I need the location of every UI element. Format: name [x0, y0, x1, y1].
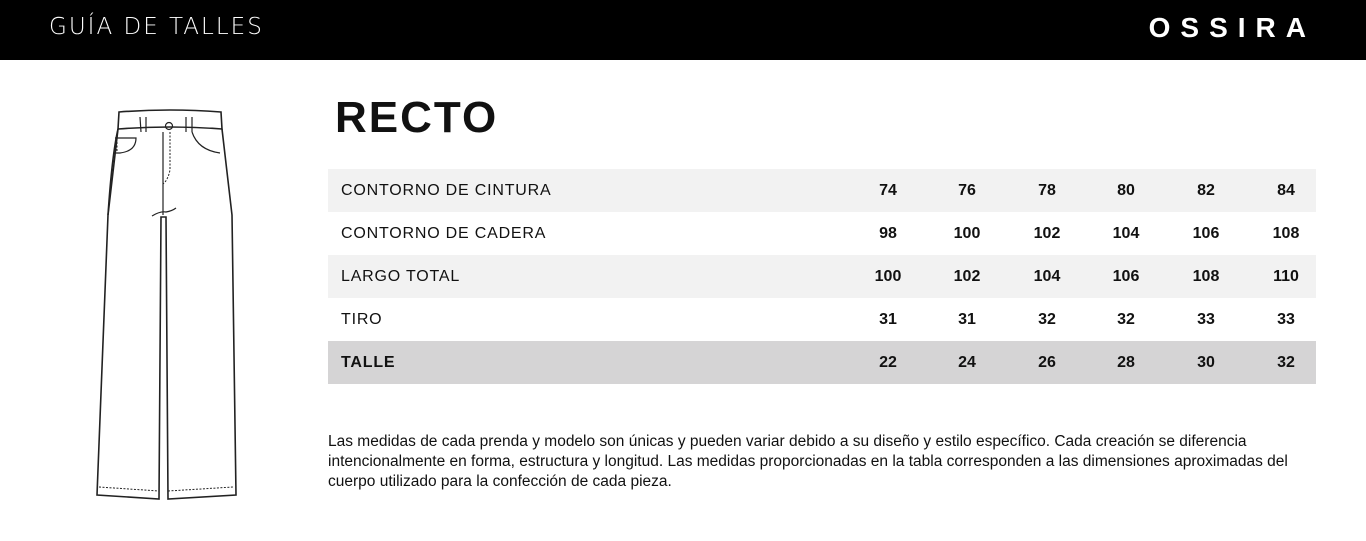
page-title: GUÍA DE TALLES: [49, 14, 264, 40]
table-cell: 104: [1033, 267, 1061, 285]
table-cell: 100: [874, 267, 902, 285]
table-cell: 110: [1273, 267, 1299, 285]
table-row: TALLE 22 24 26 28 30 32: [328, 341, 1316, 384]
table-row: LARGO TOTAL 100 102 104 106 108 110: [328, 255, 1316, 298]
table-cell: 98: [879, 224, 897, 242]
table-cell: 32: [1038, 310, 1056, 328]
table-row: TIRO 31 31 32 32 33 33: [328, 298, 1316, 341]
row-label: TIRO: [341, 310, 383, 328]
row-label: CONTORNO DE CADERA: [341, 224, 547, 242]
table-row: CONTORNO DE CINTURA 74 76 78 80 82 84: [328, 169, 1316, 212]
table-cell: 30: [1197, 353, 1215, 371]
table-cell: 22: [879, 353, 897, 371]
table-cell: 76: [958, 181, 976, 199]
table-cell: 106: [1112, 267, 1140, 285]
table-cell: 82: [1197, 181, 1215, 199]
table-cell: 33: [1277, 310, 1295, 328]
table-cell: 24: [958, 353, 976, 371]
table-cell: 100: [953, 224, 981, 242]
table-cell: 84: [1277, 181, 1295, 199]
table-cell: 108: [1192, 267, 1220, 285]
model-name: RECTO: [335, 93, 499, 142]
table-cell: 31: [958, 310, 976, 328]
table-cell: 26: [1038, 353, 1056, 371]
table-cell: 28: [1117, 353, 1135, 371]
table-cell: 104: [1112, 224, 1140, 242]
row-label: CONTORNO DE CINTURA: [341, 181, 552, 199]
table-cell: 74: [879, 181, 897, 199]
row-label: LARGO TOTAL: [341, 267, 461, 285]
table-cell: 33: [1197, 310, 1215, 328]
table-cell: 106: [1192, 224, 1220, 242]
brand-logo: OSSIRA: [1148, 12, 1316, 43]
table-cell: 80: [1117, 181, 1135, 199]
table-cell: 32: [1277, 353, 1295, 371]
table-row: CONTORNO DE CADERA 98 100 102 104 106 108: [328, 212, 1316, 255]
table-cell: 32: [1117, 310, 1135, 328]
table-cell: 78: [1038, 181, 1056, 199]
table-cell: 102: [953, 267, 981, 285]
size-table: CONTORNO DE CINTURA 74 76 78 80 82 84 CONTORNO …: [328, 169, 1316, 384]
table-cell: 108: [1272, 224, 1300, 242]
header-bar: GUÍA DE TALLES OSSIRA: [0, 0, 1366, 60]
row-label: TALLE: [341, 353, 396, 371]
disclaimer-note: Las medidas de cada prenda y modelo son …: [328, 433, 1288, 490]
table-cell: 31: [879, 310, 897, 328]
table-cell: 102: [1033, 224, 1061, 242]
jeans-illustration-icon: [96, 109, 237, 500]
